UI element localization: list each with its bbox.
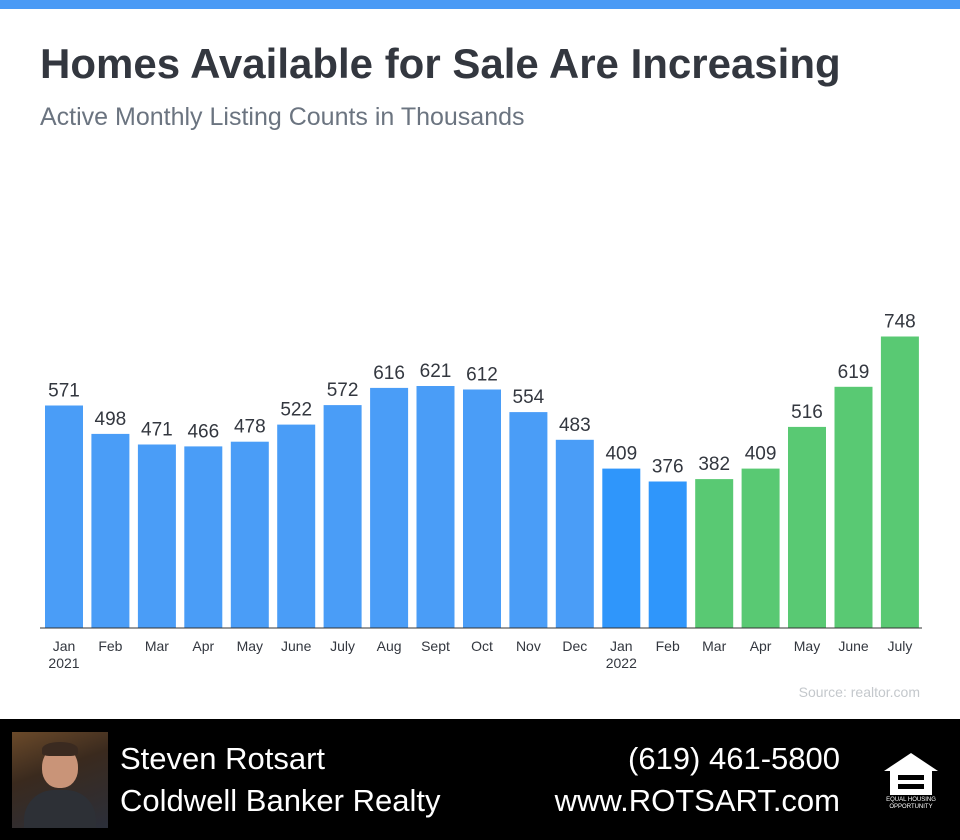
x-tick-label-13: Jan [610,638,633,654]
data-label-9: 621 [420,361,452,382]
x-tick-label-16: Apr [750,638,772,654]
phone-number[interactable]: (619) 461-5800 [628,741,840,776]
agent-photo [12,732,108,828]
x-tick-label-17: May [794,638,820,654]
bar-12 [555,439,594,628]
bar-19 [880,336,919,628]
equal-housing-text: EQUAL HOUSING OPPORTUNITY [886,797,936,810]
x-tick-label-14: Feb [656,638,680,654]
bar-10 [463,389,501,628]
x-tick-label-7: July [330,638,355,654]
x-tick-label-18: June [838,638,869,654]
footer-bar: Steven Rotsart Coldwell Banker Realty (6… [0,719,960,840]
company-name: Coldwell Banker Realty [120,783,441,818]
data-label-12: 483 [559,415,591,436]
bar-7 [323,405,362,628]
data-label-6: 522 [280,400,312,421]
chart-subtitle: Active Monthly Listing Counts in Thousan… [40,103,525,131]
x-tick-label-11: Nov [516,638,541,654]
x-tick-label-15: Mar [702,638,726,654]
bar-16 [741,468,780,628]
x-tick-label-3: Mar [145,638,169,654]
data-label-10: 612 [466,365,498,386]
bar-2 [91,433,130,628]
chart-title: Homes Available for Sale Are Increasing [40,40,841,87]
data-label-7: 572 [327,380,359,401]
data-label-11: 554 [513,387,545,408]
x-tick-label-8: Aug [377,638,402,654]
data-label-19: 748 [884,312,916,333]
data-label-14: 376 [652,457,684,478]
bar-13 [602,468,641,628]
bar-18 [834,386,873,628]
x-tick-label-5: May [237,638,263,654]
bar-15 [695,479,734,628]
x-tick-label-12: Dec [562,638,587,654]
bar-14 [648,481,687,628]
bar-17 [788,426,826,628]
bar-chart: 571Jan2021498Feb471Mar466Apr478May522Jun… [40,312,922,671]
bar-5 [230,441,269,628]
data-label-2: 498 [95,409,127,430]
data-label-8: 616 [373,363,405,384]
data-label-5: 478 [234,417,266,438]
x-tick-label-6: June [281,638,312,654]
x-tick-label-19: July [887,638,912,654]
x-tick-label-4: Apr [192,638,214,654]
bar-1 [45,405,83,628]
agent-name: Steven Rotsart [120,741,326,776]
top-accent-bar [0,0,960,9]
website-link[interactable]: www.ROTSART.com [554,783,840,818]
data-label-16: 409 [745,444,777,465]
x-tick-label-2: Feb [98,638,122,654]
bar-3 [137,444,176,628]
x-year-label-13: 2022 [606,655,637,671]
x-tick-label-9: Sept [421,638,450,654]
data-label-18: 619 [838,362,870,383]
data-label-3: 471 [141,420,173,441]
equal-housing-opportunity-icon [884,753,938,795]
x-year-label-1: 2021 [48,655,79,671]
data-label-4: 466 [187,421,219,442]
bar-6 [277,424,316,628]
data-label-17: 516 [791,402,823,423]
x-tick-label-10: Oct [471,638,493,654]
x-tick-label-1: Jan [53,638,76,654]
bar-11 [509,412,548,628]
data-label-13: 409 [605,444,637,465]
data-label-1: 571 [48,381,80,402]
bar-9 [416,386,455,628]
bar-4 [184,446,223,628]
bar-8 [370,387,409,628]
data-label-15: 382 [698,454,730,475]
source-note: Source: realtor.com [798,684,920,700]
